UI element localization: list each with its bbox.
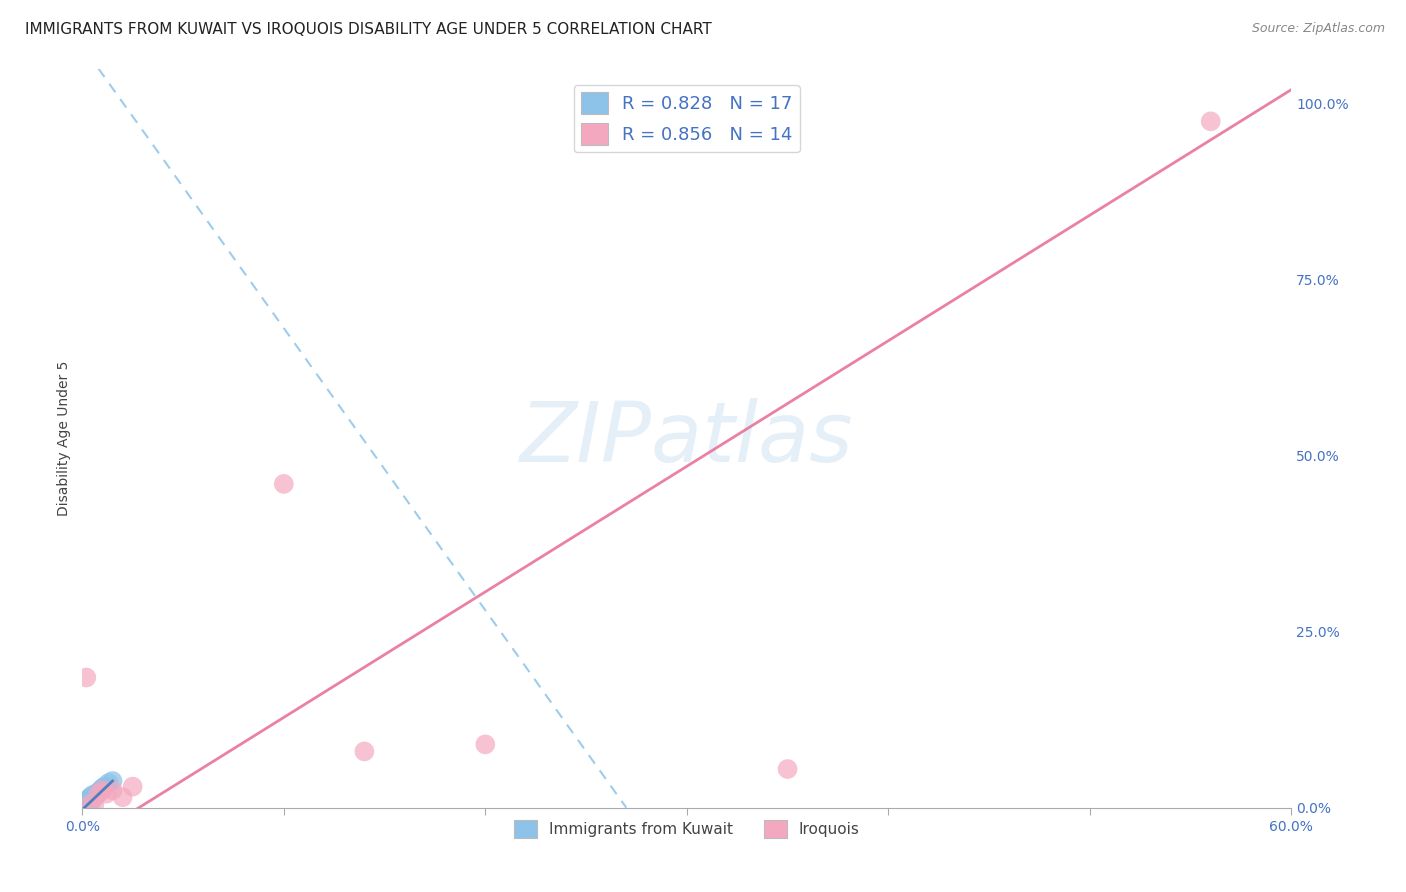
Text: ZIPatlas: ZIPatlas (520, 398, 853, 479)
Point (101, 783, 124, 797)
Point (75, 797, 97, 812)
Point (101, 774, 124, 789)
Point (93, 780, 115, 794)
Point (83, 797, 105, 812)
Point (273, 476, 295, 491)
Y-axis label: Disability Age Under 5: Disability Age Under 5 (58, 360, 72, 516)
Point (96, 787, 118, 801)
Point (77, 792, 100, 806)
Text: Source: ZipAtlas.com: Source: ZipAtlas.com (1251, 22, 1385, 36)
Point (79, 794, 101, 808)
Legend: Immigrants from Kuwait, Iroquois: Immigrants from Kuwait, Iroquois (508, 814, 866, 845)
Point (121, 780, 143, 794)
Point (97, 776, 120, 790)
Point (1199, 114, 1222, 128)
Point (91, 783, 114, 797)
Point (89, 783, 111, 797)
Point (87, 787, 110, 801)
Point (77, 795, 100, 809)
Point (91, 780, 114, 795)
Point (86, 787, 108, 801)
Point (82, 788, 104, 802)
Point (75, 794, 97, 808)
Point (82, 792, 104, 806)
Point (79, 790, 101, 805)
Point (75, 671, 97, 685)
Point (79, 797, 101, 812)
Point (87, 785, 110, 799)
Point (73, 797, 96, 812)
Point (474, 738, 496, 752)
Text: IMMIGRANTS FROM KUWAIT VS IROQUOIS DISABILITY AGE UNDER 5 CORRELATION CHART: IMMIGRANTS FROM KUWAIT VS IROQUOIS DISAB… (25, 22, 711, 37)
Point (83, 790, 105, 805)
Point (353, 744, 375, 758)
Point (776, 762, 799, 776)
Point (111, 790, 134, 805)
